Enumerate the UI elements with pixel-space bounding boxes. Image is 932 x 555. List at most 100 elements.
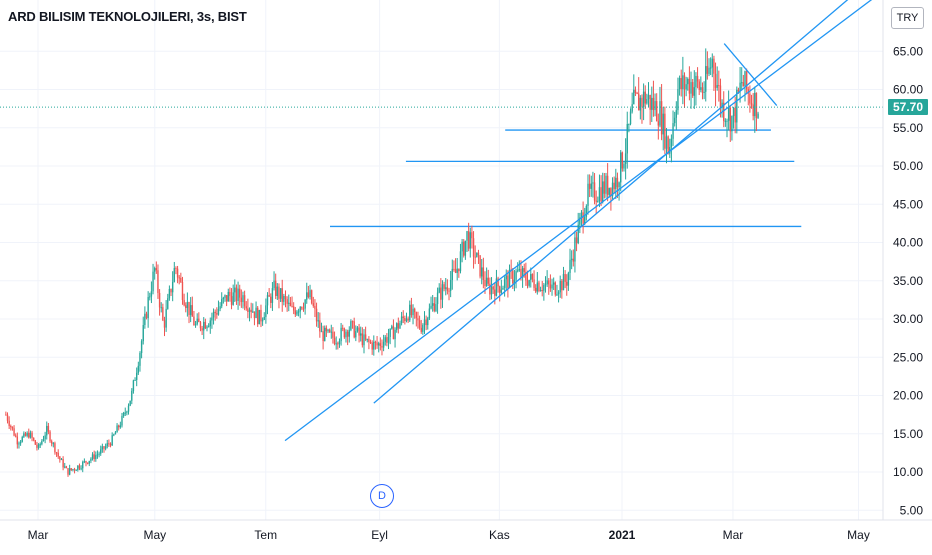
candle bbox=[302, 302, 305, 312]
candle bbox=[505, 269, 507, 290]
trendlines[interactable] bbox=[284, 0, 896, 442]
candle bbox=[232, 284, 234, 306]
price-tick-label: 5.00 bbox=[900, 503, 924, 517]
candle bbox=[332, 327, 334, 344]
candle bbox=[126, 410, 128, 416]
candle bbox=[250, 302, 252, 319]
candle bbox=[54, 441, 56, 455]
candle bbox=[448, 287, 450, 301]
candle bbox=[569, 248, 571, 280]
candle bbox=[271, 282, 274, 311]
candle bbox=[11, 426, 14, 431]
candle bbox=[415, 311, 418, 327]
candle bbox=[435, 297, 437, 313]
candle bbox=[719, 78, 722, 118]
currency-button[interactable]: TRY bbox=[891, 7, 924, 29]
candle bbox=[353, 317, 355, 339]
candle bbox=[140, 339, 143, 359]
candle bbox=[685, 76, 687, 97]
candle bbox=[466, 230, 468, 252]
candle bbox=[68, 464, 71, 476]
candle bbox=[206, 325, 208, 332]
candle bbox=[603, 172, 606, 199]
candle bbox=[677, 77, 679, 115]
candle bbox=[60, 458, 63, 461]
candle bbox=[175, 266, 177, 275]
candle bbox=[713, 55, 715, 91]
candle bbox=[469, 227, 471, 258]
candle bbox=[276, 283, 279, 301]
candle bbox=[207, 323, 210, 328]
candle bbox=[203, 317, 205, 340]
candle bbox=[91, 452, 94, 461]
candle bbox=[405, 312, 408, 323]
candle bbox=[199, 320, 202, 332]
candle bbox=[50, 439, 53, 447]
candle bbox=[376, 335, 378, 349]
candle bbox=[428, 303, 431, 321]
candle bbox=[167, 293, 169, 310]
candle bbox=[180, 272, 182, 283]
candle bbox=[394, 327, 396, 348]
candle bbox=[548, 278, 550, 295]
candle bbox=[29, 430, 32, 439]
candle bbox=[731, 115, 733, 141]
candle bbox=[714, 62, 717, 107]
candle bbox=[665, 128, 668, 164]
channel-upper-line[interactable] bbox=[373, 0, 876, 404]
candle bbox=[673, 111, 676, 127]
candle bbox=[88, 460, 90, 467]
candle bbox=[721, 99, 723, 118]
candle bbox=[198, 312, 200, 323]
candle bbox=[340, 322, 342, 346]
candle bbox=[157, 264, 159, 299]
candle bbox=[611, 177, 614, 200]
last-price-label: 57.70 bbox=[888, 99, 928, 115]
candle bbox=[309, 284, 311, 300]
candle bbox=[108, 439, 110, 447]
candle bbox=[248, 307, 251, 322]
candle bbox=[485, 267, 488, 287]
time-axis[interactable]: Mar May Tem Eyl Kas 2021 Mar May bbox=[28, 528, 870, 542]
price-tick-label: 55.00 bbox=[893, 121, 923, 135]
candle bbox=[438, 283, 440, 294]
candle bbox=[289, 296, 292, 307]
candle bbox=[299, 305, 301, 319]
candle bbox=[695, 72, 697, 106]
candle bbox=[703, 81, 705, 100]
candle bbox=[225, 295, 228, 307]
candle bbox=[417, 311, 419, 329]
candle bbox=[62, 456, 64, 471]
candle bbox=[407, 316, 409, 323]
candle bbox=[706, 51, 709, 80]
dividend-marker[interactable]: D bbox=[370, 484, 394, 508]
candle bbox=[24, 431, 27, 437]
candle bbox=[639, 95, 642, 120]
candle bbox=[5, 411, 7, 416]
price-axis[interactable]: 5.00 10.00 15.00 20.00 25.00 30.00 35.00 40.00 4… bbox=[893, 44, 923, 517]
candle bbox=[307, 285, 310, 299]
candle bbox=[217, 300, 220, 316]
channel-lower-line[interactable] bbox=[284, 0, 896, 442]
descending-trendline[interactable] bbox=[723, 43, 778, 106]
candle bbox=[413, 307, 416, 319]
candle bbox=[171, 271, 174, 302]
candle bbox=[499, 285, 501, 302]
candle bbox=[732, 106, 735, 129]
time-tick-label: Tem bbox=[254, 528, 277, 542]
candle bbox=[649, 94, 651, 125]
candle bbox=[253, 311, 256, 326]
candle bbox=[273, 271, 275, 291]
candle bbox=[729, 105, 731, 142]
candle bbox=[687, 77, 689, 91]
candle bbox=[52, 442, 55, 448]
candle bbox=[145, 311, 148, 320]
candle bbox=[165, 300, 167, 332]
candle bbox=[552, 277, 555, 290]
candle bbox=[657, 113, 660, 140]
candle bbox=[77, 465, 79, 472]
candle bbox=[13, 425, 15, 437]
chart-title: ARD BILISIM TEKNOLOJILERI, 3s, BIST bbox=[8, 9, 247, 24]
